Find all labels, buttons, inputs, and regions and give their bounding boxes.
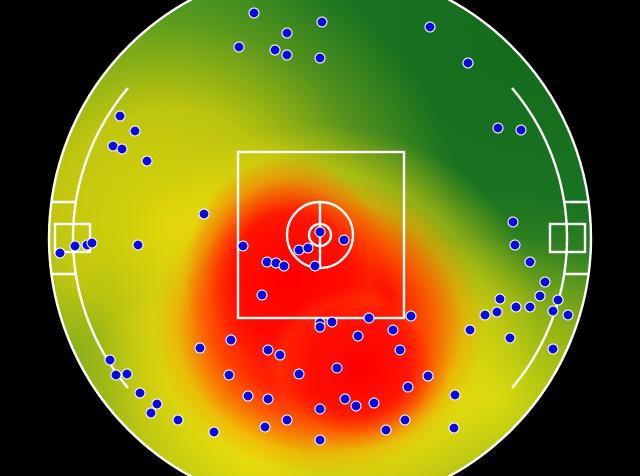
- event-marker: [449, 389, 461, 401]
- event-marker: [491, 306, 503, 318]
- event-marker: [86, 237, 98, 249]
- event-marker: [314, 434, 326, 446]
- event-marker: [515, 124, 527, 136]
- event-marker: [339, 393, 351, 405]
- event-marker: [464, 324, 476, 336]
- event-marker: [194, 342, 206, 354]
- event-marker: [223, 369, 235, 381]
- event-marker: [338, 234, 350, 246]
- event-marker: [326, 316, 338, 328]
- event-marker: [281, 27, 293, 39]
- event-marker: [262, 344, 274, 356]
- event-marker: [274, 349, 286, 361]
- event-marker: [309, 260, 321, 272]
- event-marker: [314, 403, 326, 415]
- event-marker: [225, 334, 237, 346]
- event-marker: [269, 44, 281, 56]
- event-marker: [302, 242, 314, 254]
- event-marker: [198, 208, 210, 220]
- event-marker: [121, 368, 133, 380]
- event-marker: [293, 368, 305, 380]
- event-marker: [448, 422, 460, 434]
- event-marker: [237, 240, 249, 252]
- event-marker: [141, 155, 153, 167]
- event-marker: [129, 125, 141, 137]
- event-marker: [547, 305, 559, 317]
- event-marker: [405, 310, 417, 322]
- event-marker: [422, 370, 434, 382]
- event-marker: [172, 414, 184, 426]
- event-marker: [132, 239, 144, 251]
- event-marker: [233, 41, 245, 53]
- event-marker: [278, 260, 290, 272]
- event-marker: [380, 424, 392, 436]
- event-marker: [281, 414, 293, 426]
- event-marker: [69, 240, 81, 252]
- event-marker: [248, 7, 260, 19]
- event-marker: [316, 16, 328, 28]
- event-marker: [54, 247, 66, 259]
- event-marker: [114, 110, 126, 122]
- event-marker: [462, 57, 474, 69]
- event-marker: [314, 321, 326, 333]
- event-marker: [116, 143, 128, 155]
- event-marker: [547, 343, 559, 355]
- event-marker: [352, 330, 364, 342]
- event-marker: [363, 312, 375, 324]
- event-marker: [562, 309, 574, 321]
- event-marker: [151, 398, 163, 410]
- event-marker: [539, 276, 551, 288]
- event-marker: [510, 301, 522, 313]
- event-marker: [399, 414, 411, 426]
- event-marker: [331, 362, 343, 374]
- event-marker: [350, 400, 362, 412]
- event-marker: [242, 390, 254, 402]
- event-marker: [134, 387, 146, 399]
- event-marker: [507, 216, 519, 228]
- event-marker: [534, 290, 546, 302]
- event-marker: [314, 52, 326, 64]
- event-marker: [281, 49, 293, 61]
- event-marker: [208, 426, 220, 438]
- event-marker: [524, 256, 536, 268]
- event-marker: [494, 293, 506, 305]
- event-marker: [552, 294, 564, 306]
- event-marker: [104, 354, 116, 366]
- event-marker: [145, 407, 157, 419]
- event-marker: [110, 369, 122, 381]
- event-marker: [479, 309, 491, 321]
- event-marker: [314, 226, 326, 238]
- event-marker: [262, 393, 274, 405]
- event-marker: [504, 332, 516, 344]
- event-marker: [256, 289, 268, 301]
- event-marker: [387, 324, 399, 336]
- event-marker: [402, 381, 414, 393]
- event-marker: [524, 301, 536, 313]
- event-marker: [394, 344, 406, 356]
- event-marker: [424, 21, 436, 33]
- event-marker: [509, 239, 521, 251]
- event-marker: [368, 397, 380, 409]
- event-marker: [492, 122, 504, 134]
- event-marker: [259, 421, 271, 433]
